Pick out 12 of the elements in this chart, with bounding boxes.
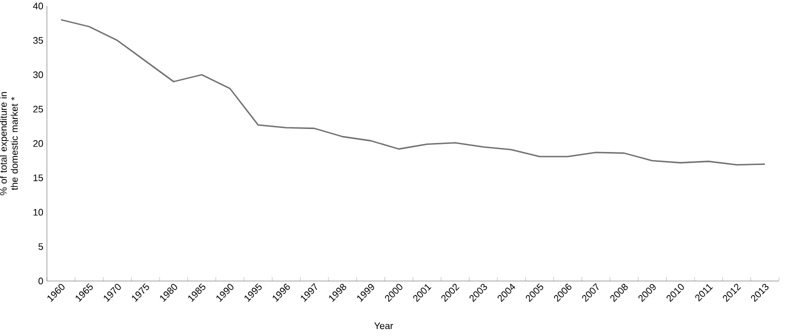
y-tick-label: 20: [33, 140, 44, 147]
y-tick-label: 30: [33, 71, 44, 78]
y-tick-label: 0: [38, 278, 44, 284]
y-tick-label: 35: [33, 37, 44, 44]
y-tick-label: 40: [33, 2, 44, 10]
y-tick-label: 25: [33, 106, 44, 112]
line-series: [60, 19, 766, 166]
y-tick-label: 10: [34, 208, 44, 216]
x-axis-title: Year: [374, 322, 394, 330]
y-tick-label: 15: [34, 174, 44, 182]
y-tick-label: 5: [38, 243, 44, 250]
y-axis-title: % of total expenditure in the domestic market *: [0, 92, 18, 196]
